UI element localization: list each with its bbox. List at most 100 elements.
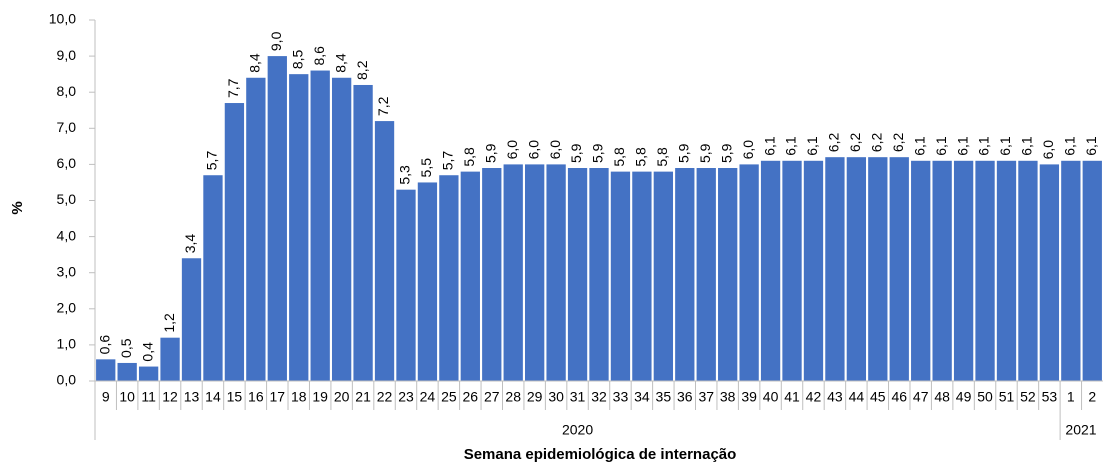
x-tick-label: 16 [248, 389, 264, 405]
data-label: 6,0 [525, 140, 541, 160]
data-label: 5,8 [633, 147, 649, 167]
x-tick-label: 32 [591, 389, 607, 405]
x-tick-label: 33 [613, 389, 629, 405]
y-tick-label: 2,0 [57, 300, 77, 316]
data-label: 8,4 [247, 53, 263, 73]
bar [846, 157, 867, 381]
data-label: 6,0 [547, 140, 563, 160]
x-tick-label: 1 [1067, 389, 1075, 405]
x-tick-label: 13 [184, 389, 200, 405]
data-label: 6,0 [1040, 140, 1056, 160]
bar [1061, 160, 1081, 381]
bar [975, 160, 995, 381]
bar [653, 171, 673, 381]
bar [289, 74, 309, 382]
bar [760, 160, 781, 381]
bar [439, 175, 459, 381]
bar [546, 164, 566, 381]
x-tick-label: 23 [398, 389, 414, 405]
bar [696, 168, 716, 381]
data-label: 6,1 [1019, 136, 1035, 156]
y-tick-label: 4,0 [57, 227, 77, 243]
data-label: 6,0 [740, 140, 756, 160]
group-label: 2020 [562, 422, 593, 438]
y-tick-label: 7,0 [57, 119, 77, 135]
x-tick-label: 27 [484, 389, 500, 405]
x-tick-label: 25 [441, 389, 457, 405]
bar [482, 168, 502, 381]
x-tick-label: 24 [420, 389, 436, 405]
bar [138, 366, 159, 381]
y-tick-label: 9,0 [57, 47, 77, 63]
x-tick-label: 37 [698, 389, 714, 405]
data-label: 7,2 [375, 96, 391, 116]
data-label: 8,6 [311, 46, 327, 66]
data-label: 6,2 [890, 133, 906, 153]
x-tick-label: 12 [162, 389, 178, 405]
bar [567, 168, 588, 381]
data-label: 8,5 [289, 49, 305, 69]
x-tick-label: 29 [527, 389, 543, 405]
bar [632, 171, 652, 381]
y-tick-label: 6,0 [57, 155, 77, 171]
bar [868, 157, 888, 381]
data-label: 6,1 [761, 136, 777, 156]
data-label: 5,9 [590, 143, 606, 163]
x-tick-label: 36 [677, 389, 693, 405]
data-label: 6,2 [847, 133, 863, 153]
x-tick-label: 20 [334, 389, 350, 405]
x-tick-label: 40 [763, 389, 779, 405]
x-tick-label: 15 [227, 389, 243, 405]
data-label: 5,8 [611, 147, 627, 167]
data-label: 0,5 [118, 338, 134, 358]
y-tick-label: 5,0 [57, 191, 77, 207]
data-label: 6,1 [804, 136, 820, 156]
x-tick-label: 26 [463, 389, 479, 405]
bar [117, 362, 137, 381]
bar [1018, 160, 1038, 381]
x-tick-label: 45 [870, 389, 886, 405]
data-label: 6,1 [1062, 136, 1078, 156]
x-tick-label: 41 [784, 389, 800, 405]
data-label: 5,8 [654, 147, 670, 167]
x-tick-label: 50 [977, 389, 993, 405]
data-label: 5,8 [461, 147, 477, 167]
bar [889, 157, 909, 381]
x-tick-label: 31 [570, 389, 586, 405]
bar [331, 77, 352, 381]
bar [224, 103, 245, 381]
bar [803, 160, 824, 381]
data-label: 5,9 [718, 143, 734, 163]
x-tick-label: 19 [312, 389, 328, 405]
bar [246, 77, 266, 381]
bar [739, 164, 759, 381]
x-tick-label: 53 [1042, 389, 1058, 405]
bar [589, 168, 609, 381]
bar [1082, 160, 1102, 381]
data-label: 0,4 [139, 342, 155, 362]
bar [825, 157, 845, 381]
bar [911, 160, 931, 381]
bar [675, 168, 695, 381]
bar [718, 168, 738, 381]
data-label: 5,9 [568, 143, 584, 163]
data-label: 5,7 [204, 151, 220, 171]
bar [310, 70, 330, 381]
data-label: 8,4 [332, 53, 348, 73]
x-tick-label: 46 [891, 389, 907, 405]
bar [160, 337, 180, 381]
x-tick-label: 11 [141, 389, 156, 405]
x-tick-label: 9 [102, 389, 110, 405]
data-label: 6,1 [997, 136, 1013, 156]
x-tick-label: 35 [656, 389, 672, 405]
bar [181, 258, 202, 381]
bar [374, 121, 395, 381]
data-label: 5,9 [675, 143, 691, 163]
x-tick-label: 43 [827, 389, 843, 405]
bar [396, 189, 416, 381]
bar [96, 359, 116, 381]
x-tick-label: 47 [913, 389, 929, 405]
data-label: 5,3 [397, 165, 413, 185]
data-label: 6,2 [869, 133, 885, 153]
x-tick-label: 14 [205, 389, 221, 405]
